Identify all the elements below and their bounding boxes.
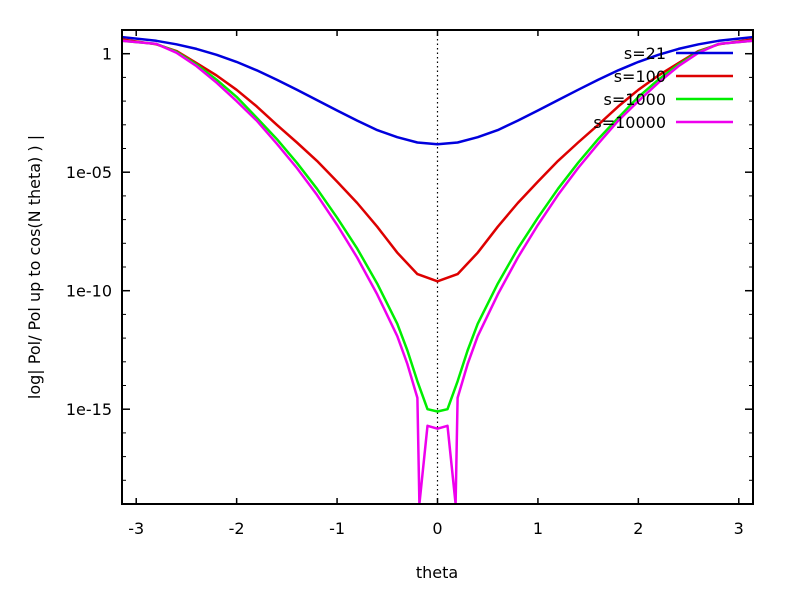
x-tick-label: 1 [533, 519, 543, 538]
x-tick-label: -1 [329, 519, 345, 538]
series-line-s-100 [122, 38, 753, 283]
legend-label: s=21 [624, 44, 666, 63]
y-axis-title: log| Pol/ Pol up to cos(N theta) ) | [25, 135, 44, 399]
x-tick-label: 2 [633, 519, 643, 538]
y-tick-label: 1e-05 [66, 163, 112, 182]
x-axis-title: theta [416, 563, 458, 582]
series-layer [122, 35, 753, 504]
legend-label: s=1000 [604, 90, 666, 109]
legend-label: s=10000 [593, 113, 666, 132]
y-tick-label: 1 [102, 45, 112, 64]
x-tick-label: 3 [734, 519, 744, 538]
plot-frame [121, 29, 754, 505]
y-tick-label: 1e-10 [66, 282, 112, 301]
x-tick-label: -3 [128, 519, 144, 538]
legend: s=21 s=100 s=1000 s=10000 [593, 44, 733, 132]
legend-label: s=100 [614, 67, 666, 86]
series-line-s-21 [122, 35, 753, 146]
x-tick-label: 0 [432, 519, 442, 538]
y-tick-label: 1e-15 [66, 400, 112, 419]
x-tick-label: -2 [229, 519, 245, 538]
series-line-s-1000 [122, 39, 753, 413]
series-line-s-10000 [122, 39, 753, 504]
ticks-layer: -3 -2 -1 0 1 2 3 1 1e-05 1e-10 1e-15 [66, 29, 753, 538]
